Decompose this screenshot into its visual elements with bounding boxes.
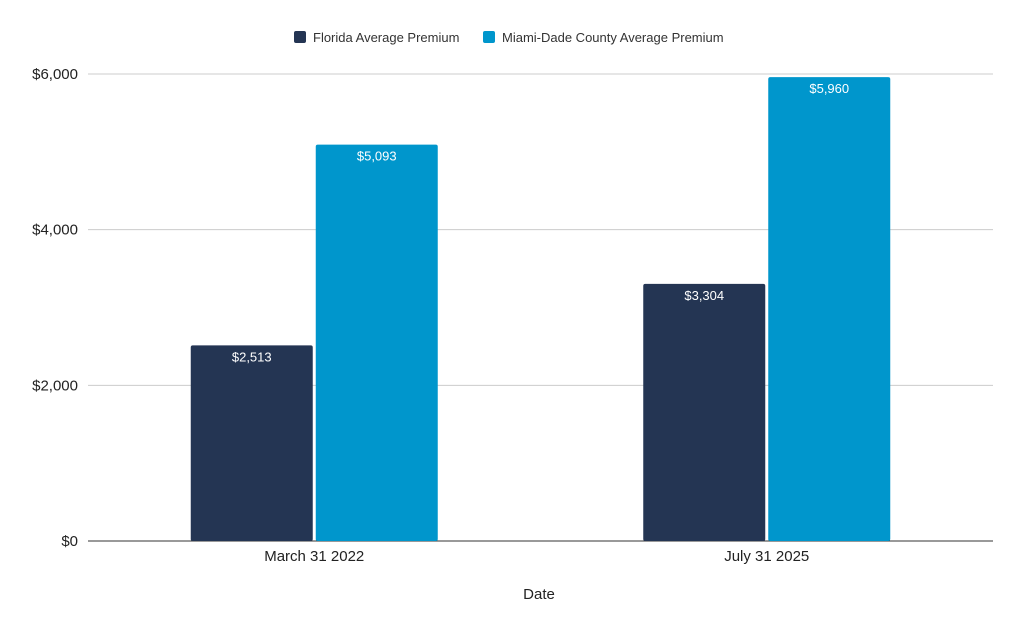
bar-data-label: $5,960 (809, 81, 849, 96)
x-axis-ticks: March 31 2022 July 31 2025 (264, 548, 809, 565)
bar-data-label: $3,304 (684, 288, 724, 303)
bar (768, 77, 891, 541)
y-axis-ticks: $0 $2,000 $4,000 $6,000 (32, 66, 78, 550)
y-tick-label: $0 (61, 533, 78, 550)
legend-label: Florida Average Premium (313, 30, 459, 45)
bar-data-label: $2,513 (232, 349, 272, 364)
y-tick-label: $6,000 (32, 66, 78, 83)
bar (190, 345, 313, 541)
y-tick-label: $4,000 (32, 222, 78, 239)
chart-legend: Florida Average Premium Miami-Dade County… (294, 30, 724, 45)
x-tick-label: July 31 2025 (724, 548, 809, 565)
bar (315, 144, 438, 541)
x-tick-label: March 31 2022 (264, 548, 364, 565)
bar (643, 283, 766, 541)
x-axis-title: Date (523, 586, 555, 603)
bar-data-label: $5,093 (357, 149, 397, 164)
legend-label: Miami-Dade County Average Premium (502, 30, 724, 45)
chart-bars: $2,513 $5,093 $3,304 $5,960 (190, 77, 891, 541)
y-tick-label: $2,000 (32, 377, 78, 394)
legend-swatch (294, 31, 306, 43)
legend-swatch (483, 31, 495, 43)
